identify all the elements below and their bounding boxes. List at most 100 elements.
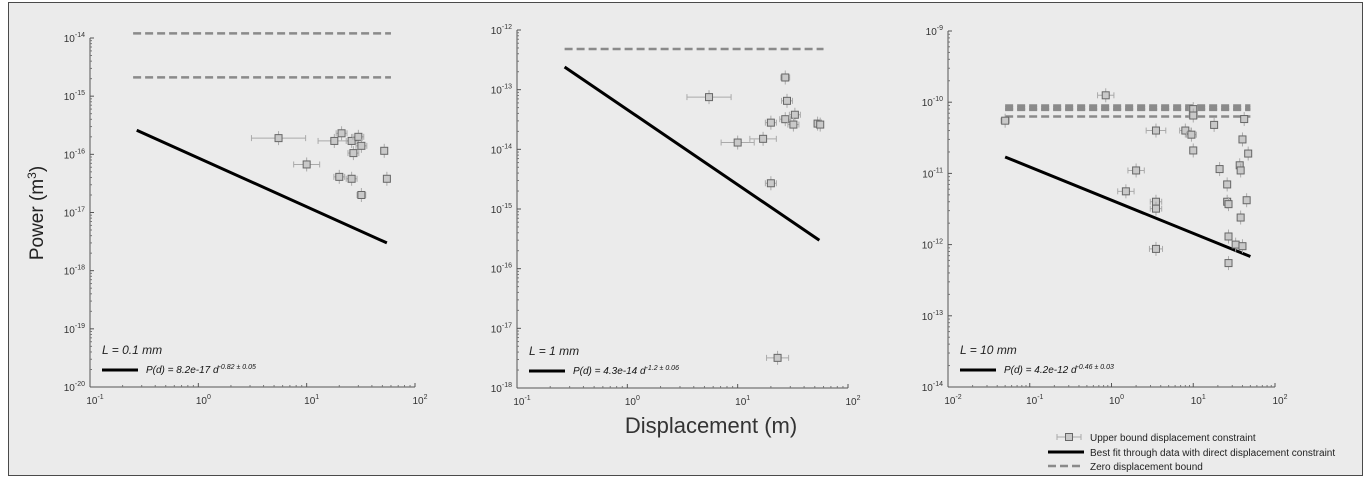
data-point xyxy=(1236,166,1245,175)
y-tick-label: 10-13 xyxy=(922,310,943,323)
data-point xyxy=(1101,91,1110,100)
y-tick-label: 10-14 xyxy=(64,32,85,45)
data-point xyxy=(1224,232,1233,241)
legend-label-upper-bound: Upper bound displacement constraint xyxy=(1090,433,1256,444)
data-point xyxy=(1151,204,1160,213)
fit-equation: P(d) = 4.2e-12 d-0.46 ± 0.03 xyxy=(1004,364,1114,376)
y-tick-label: 10-12 xyxy=(922,239,943,252)
data-point xyxy=(1151,244,1160,253)
data-point xyxy=(1210,120,1219,129)
data-point xyxy=(274,134,283,143)
x-tick-label: 10-2 xyxy=(944,394,961,407)
panel-p3: L = 10 mm P(d) = 4.2e-12 d-0.46 ± 0.03 xyxy=(947,30,1276,388)
data-point xyxy=(1238,242,1247,251)
data-point xyxy=(1121,187,1130,196)
data-point xyxy=(1240,115,1249,124)
data-point xyxy=(1215,165,1224,174)
data-point xyxy=(382,174,391,183)
panel-p1: L = 0.1 mm P(d) = 8.2e-17 d-0.82 ± 0.05 xyxy=(89,32,416,388)
data-point xyxy=(1181,126,1190,135)
data-point xyxy=(380,146,389,155)
y-tick-label: 10-17 xyxy=(491,322,512,335)
data-point xyxy=(347,136,356,145)
data-point xyxy=(347,174,356,183)
y-tick-label: 10-16 xyxy=(491,263,512,276)
panel-annotation: L = 1 mm xyxy=(529,344,579,358)
y-tick-label: 10-12 xyxy=(491,24,512,37)
fit-equation: P(d) = 8.2e-17 d-0.82 ± 0.05 xyxy=(146,364,256,376)
y-tick-label: 10-19 xyxy=(64,323,85,336)
y-tick-label: 10-13 xyxy=(491,84,512,97)
y-tick-label: 10-10 xyxy=(922,96,943,109)
legend: Upper bound displacement constraint Best … xyxy=(1048,433,1335,473)
data-point xyxy=(1189,146,1198,155)
y-tick-label: 10-16 xyxy=(64,148,85,161)
x-tick-label: 10-1 xyxy=(86,394,103,407)
x-axis-label: Displacement (m) xyxy=(625,413,797,438)
data-point xyxy=(781,115,790,124)
figure-panel xyxy=(8,2,1363,476)
y-tick-label: 10-17 xyxy=(64,207,85,220)
y-tick-label: 10-9 xyxy=(926,25,943,38)
legend-point-marker xyxy=(1065,433,1073,441)
data-point xyxy=(1238,135,1247,144)
y-tick-label: 10-14 xyxy=(922,381,943,394)
data-point xyxy=(1244,149,1253,158)
data-point xyxy=(790,110,799,119)
data-point xyxy=(759,134,768,143)
data-point xyxy=(705,93,714,102)
y-tick-label: 10-11 xyxy=(922,167,943,180)
x-tick-label: 102 xyxy=(1272,394,1287,407)
data-point xyxy=(1224,259,1233,268)
data-point xyxy=(766,118,775,127)
y-tick-label: 10-14 xyxy=(491,143,512,156)
best-fit-line xyxy=(1004,155,1251,258)
y-tick-label: 10-20 xyxy=(64,381,85,394)
x-tick-label: 101 xyxy=(1191,394,1206,407)
data-point xyxy=(1151,126,1160,135)
x-tick-label: 101 xyxy=(304,394,319,407)
data-point xyxy=(302,160,311,169)
legend-label-best-fit: Best fit through data with direct displa… xyxy=(1090,448,1335,459)
data-point xyxy=(1132,166,1141,175)
x-tick-label: 10-1 xyxy=(513,395,530,408)
x-tick-label: 100 xyxy=(625,395,640,408)
data-point xyxy=(733,138,742,147)
y-tick-label: 10-15 xyxy=(64,90,85,103)
data-point xyxy=(789,120,798,129)
data-point xyxy=(773,353,782,362)
y-tick-label: 10-15 xyxy=(491,203,512,216)
fit-equation: P(d) = 4.3e-14 d-1.2 ± 0.06 xyxy=(573,365,679,377)
data-point xyxy=(1223,180,1232,189)
data-point xyxy=(1231,240,1240,249)
data-point xyxy=(1236,213,1245,222)
y-tick-label: 10-18 xyxy=(491,382,512,395)
best-fit-line xyxy=(563,65,821,242)
x-tick-label: 101 xyxy=(735,395,750,408)
x-tick-label: 100 xyxy=(1109,394,1124,407)
data-point xyxy=(357,190,366,199)
data-point xyxy=(330,136,339,145)
data-point xyxy=(357,141,366,150)
data-point xyxy=(1001,116,1010,125)
best-fit-line xyxy=(136,128,388,245)
legend-label-zero-bound: Zero displacement bound xyxy=(1090,462,1203,473)
x-tick-label: 10-1 xyxy=(1026,394,1043,407)
panel-p2: L = 1 mm P(d) = 4.3e-14 d-1.2 ± 0.06 xyxy=(516,29,849,389)
data-point xyxy=(349,149,358,158)
data-point xyxy=(766,179,775,188)
data-point xyxy=(1224,200,1233,209)
x-tick-label: 102 xyxy=(845,395,860,408)
panel-annotation: L = 0.1 mm xyxy=(102,343,162,357)
data-point xyxy=(783,96,792,105)
data-point xyxy=(337,129,346,138)
panel-annotation: L = 10 mm xyxy=(960,343,1017,357)
data-point xyxy=(335,172,344,181)
y-axis-label: Power (m3) xyxy=(25,166,48,260)
data-point xyxy=(1187,130,1196,139)
y-tick-label: 10-18 xyxy=(64,265,85,278)
x-tick-label: 102 xyxy=(412,394,427,407)
data-point xyxy=(816,120,825,129)
data-point xyxy=(781,73,790,82)
